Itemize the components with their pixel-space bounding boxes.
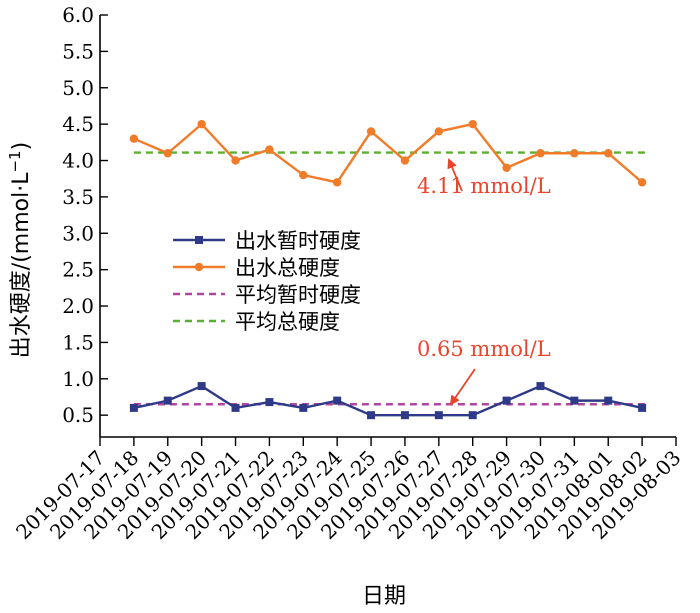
data-point <box>570 396 579 405</box>
axes: 0.51.01.52.02.53.03.54.04.55.05.56.02019… <box>11 3 686 544</box>
data-point <box>637 178 647 187</box>
data-point <box>570 149 579 158</box>
y-axis-title: 出水硬度/(mmol·L−1) <box>6 142 34 358</box>
data-point <box>367 411 376 420</box>
y-axis-title-close: ) <box>9 142 34 151</box>
y-tick-label: 4.0 <box>62 149 94 173</box>
x-axis-title: 日期 <box>362 584 406 609</box>
y-tick-label: 5.0 <box>62 76 94 100</box>
data-point <box>265 145 274 154</box>
y-tick-label: 2.5 <box>62 258 94 282</box>
data-point <box>163 396 172 405</box>
y-axis-title-superscript: −1 <box>6 150 24 172</box>
data-point <box>197 119 206 129</box>
data-point <box>536 149 545 158</box>
data-point <box>129 403 138 412</box>
legend-label: 出水总硬度 <box>235 256 340 280</box>
data-point <box>638 403 647 412</box>
y-tick-label: 1.5 <box>62 330 94 354</box>
y-tick-label: 4.5 <box>62 112 94 136</box>
data-point <box>604 396 613 405</box>
data-point <box>231 156 240 165</box>
data-point <box>604 149 613 158</box>
y-tick-label: 3.5 <box>62 185 94 209</box>
data-point <box>231 403 240 412</box>
data-point <box>400 411 409 420</box>
annotations: 4.11 mmol/L 0.65 mmol/L <box>417 158 551 406</box>
reference-lines <box>133 151 647 406</box>
data-point <box>468 119 477 129</box>
data-point <box>502 163 511 172</box>
data-point <box>468 411 477 420</box>
data-point <box>299 403 308 412</box>
y-tick-label: 2.0 <box>62 294 94 318</box>
y-tick-label: 0.5 <box>62 403 94 427</box>
data-point <box>299 170 308 180</box>
legend-label: 平均暂时硬度 <box>235 283 361 307</box>
annotation-label: 0.65 mmol/L <box>417 337 551 361</box>
y-tick-label: 5.5 <box>62 39 94 63</box>
y-tick-label: 3.0 <box>62 221 94 245</box>
data-point <box>366 127 376 136</box>
legend-marker <box>194 262 204 272</box>
series-line-0 <box>133 384 643 417</box>
legend-label: 平均总硬度 <box>235 310 340 334</box>
data-point <box>163 149 172 158</box>
series-layer <box>129 119 647 420</box>
data-point <box>265 398 274 407</box>
data-point <box>129 134 139 143</box>
y-axis-title-main: 出水硬度/(mmol·L <box>9 172 34 358</box>
data-point <box>502 396 511 405</box>
data-point <box>400 156 410 165</box>
data-point <box>332 178 342 187</box>
y-tick-label: 6.0 <box>62 3 94 27</box>
data-point <box>434 127 444 136</box>
y-tick-label: 1.0 <box>62 367 94 391</box>
series-line-1 <box>133 122 643 184</box>
data-point <box>434 411 443 420</box>
annotation-label: 4.11 mmol/L <box>417 174 551 198</box>
legend-marker <box>195 236 203 244</box>
annotation-arrow <box>447 158 463 192</box>
data-point <box>333 396 342 405</box>
data-point <box>197 382 206 391</box>
annotation-arrow <box>449 368 476 406</box>
data-point <box>536 382 545 391</box>
legend-label: 出水暂时硬度 <box>235 229 361 253</box>
